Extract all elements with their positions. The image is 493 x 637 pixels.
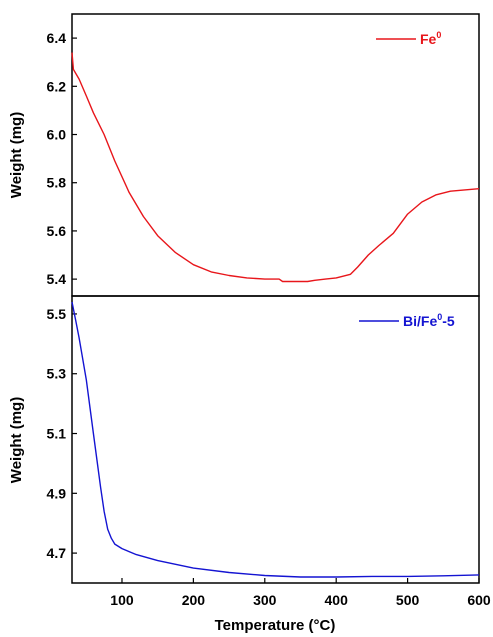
legend-label: Fe0 [420,30,441,47]
x-tick-labels: 100 200 300 400 500 600 [110,592,491,608]
legend: Bi/Fe0-5 [359,312,455,329]
y-axis-label: Weight (mg) [8,397,25,483]
y-tick-label: 5.8 [47,175,67,191]
y-axis-label: Weight (mg) [8,112,25,198]
bi-fe-panel: 4.7 4.9 5.1 5.3 5.5 100 200 300 400 500 600 Bi/Fe… [8,296,491,608]
y-tick-label: 5.3 [47,366,67,382]
plot-frame [72,14,479,296]
y-tick-label: 4.9 [47,485,67,501]
legend-superscript: 0 [436,30,441,40]
y-tick-label: 4.7 [47,545,67,561]
x-tick-label: 200 [182,592,206,608]
x-tick-label: 100 [110,592,134,608]
y-tick-label: 6.4 [47,30,67,46]
y-tick-label: 6.2 [47,78,67,94]
series-line [72,302,479,577]
legend-name: Bi/Fe [403,313,437,329]
x-tick-label: 600 [467,592,491,608]
y-tick-label: 6.0 [47,127,67,143]
x-tick-label: 500 [396,592,420,608]
legend-name: Fe [420,31,437,47]
series-lines [72,53,479,282]
y-tick-label: 5.4 [47,271,67,287]
x-axis-label: Temperature (°C) [215,617,336,634]
series-line [72,53,479,282]
legend-label: Bi/Fe0-5 [403,312,455,329]
plot-frame [72,296,479,583]
y-tick-labels: 4.7 4.9 5.1 5.3 5.5 [47,306,67,561]
fe-panel: 5.4 5.6 5.8 6.0 6.2 6.4 Fe0 Weight (mg) [8,14,479,296]
legend-suffix: -5 [442,313,455,329]
legend: Fe0 [376,30,441,47]
y-tick-label: 5.5 [47,306,67,322]
y-tick-label: 5.6 [47,223,67,239]
series-lines [72,302,479,577]
y-tick-label: 5.1 [47,426,67,442]
x-tick-label: 400 [325,592,349,608]
y-tick-labels: 5.4 5.6 5.8 6.0 6.2 6.4 [47,30,67,287]
x-tick-label: 300 [253,592,277,608]
